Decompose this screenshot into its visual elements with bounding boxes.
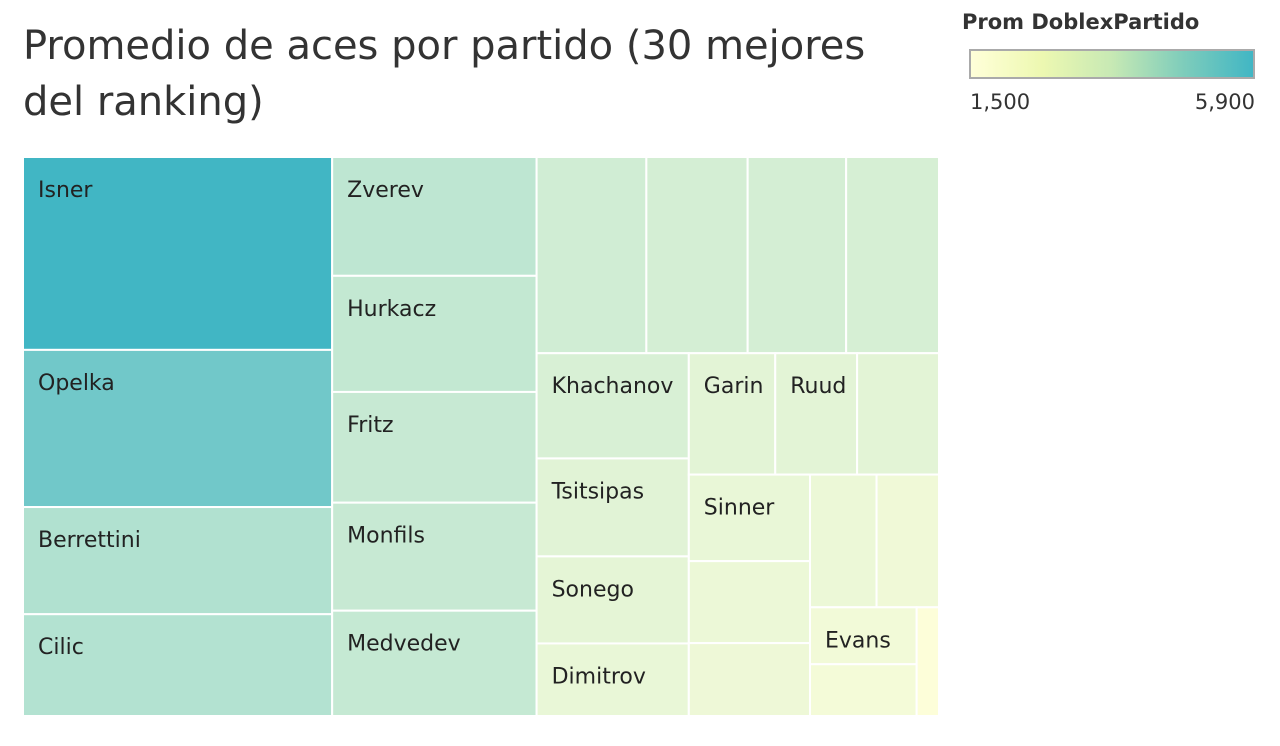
- treemap-cell-fritz[interactable]: Fritz: [331, 390, 538, 504]
- treemap-cell-jugador-22[interactable]: [687, 560, 812, 645]
- treemap-rect[interactable]: [331, 501, 538, 612]
- treemap-label: Tsitsipas: [551, 479, 644, 504]
- treemap-rect[interactable]: [687, 642, 812, 717]
- treemap-cell-isner[interactable]: Isner: [22, 156, 334, 351]
- treemap-cell-zverev[interactable]: Zverev: [331, 156, 538, 277]
- treemap-rect[interactable]: [856, 352, 941, 476]
- legend-max-label: 5,900: [1194, 90, 1255, 114]
- treemap-cell-berrettini[interactable]: Berrettini: [22, 506, 334, 616]
- treemap-cell-jugador-20[interactable]: [856, 352, 941, 476]
- treemap-cell-jugador-10[interactable]: [535, 156, 648, 355]
- treemap-cell-ruud[interactable]: Ruud: [774, 352, 859, 476]
- treemap-cell-monfils[interactable]: Monfils: [331, 501, 538, 612]
- treemap-rect[interactable]: [22, 613, 334, 718]
- legend-min-label: 1,500: [970, 90, 1031, 114]
- treemap-rect[interactable]: [22, 156, 334, 351]
- legend-title: Prom DoblexPartido: [962, 10, 1200, 34]
- treemap-cell-jugador-25[interactable]: [875, 473, 940, 609]
- treemap-label: Khachanov: [552, 374, 674, 399]
- treemap-rect[interactable]: [22, 348, 334, 509]
- treemap-cell-jugador-27[interactable]: [809, 663, 918, 718]
- treemap-rect[interactable]: [687, 352, 777, 476]
- treemap-label: Isner: [38, 178, 93, 203]
- treemap-label: Ruud: [790, 374, 846, 399]
- treemap-label: Opelka: [38, 371, 115, 396]
- treemap-label: Sonego: [552, 577, 634, 602]
- treemap-rect[interactable]: [875, 473, 940, 609]
- treemap-cell-sinner[interactable]: Sinner: [687, 473, 812, 563]
- treemap-cell-dimitrov[interactable]: Dimitrov: [535, 642, 690, 717]
- chart-title: Promedio de aces por partido (30 mejores…: [23, 23, 866, 125]
- treemap-label: Hurkacz: [347, 297, 436, 322]
- treemap-label: Garin: [704, 374, 764, 399]
- treemap-cell-jugador-23[interactable]: [687, 642, 812, 717]
- legend-gradient-bar: [969, 49, 1255, 79]
- treemap-rect[interactable]: [774, 352, 859, 476]
- treemap-label: Evans: [825, 628, 891, 653]
- treemap-cell-tsitsipas[interactable]: Tsitsipas: [535, 457, 690, 558]
- treemap-rect[interactable]: [331, 156, 538, 277]
- treemap-rect[interactable]: [746, 156, 848, 355]
- treemap-cell-jugador-24[interactable]: [809, 473, 878, 609]
- treemap-label: Zverev: [347, 178, 424, 203]
- treemap-cell-evans[interactable]: Evans: [809, 606, 918, 666]
- treemap-rect[interactable]: [535, 156, 648, 355]
- treemap-label: Sinner: [704, 496, 775, 521]
- treemap-label: Berrettini: [38, 528, 141, 553]
- treemap-label: Dimitrov: [552, 664, 646, 689]
- treemap-label: Medvedev: [347, 632, 461, 657]
- treemap-cell-cilic[interactable]: Cilic: [22, 613, 334, 718]
- color-legend: Prom DoblexPartido 1,500 5,900: [962, 10, 1262, 120]
- treemap-cell-jugador-28[interactable]: [915, 606, 941, 718]
- treemap-label: Fritz: [347, 413, 393, 438]
- treemap-rect[interactable]: [687, 473, 812, 563]
- treemap-cell-garin[interactable]: Garin: [687, 352, 777, 476]
- treemap-label: Monfils: [347, 524, 425, 549]
- treemap-rect[interactable]: [22, 506, 334, 616]
- treemap-cell-jugador-12[interactable]: [746, 156, 848, 355]
- treemap-rect[interactable]: [809, 663, 918, 718]
- treemap-cell-hurkacz[interactable]: Hurkacz: [331, 274, 538, 393]
- treemap-label: Cilic: [38, 635, 84, 660]
- treemap-rect[interactable]: [535, 457, 690, 558]
- treemap-cell-sonego[interactable]: Sonego: [535, 555, 690, 645]
- treemap-rect[interactable]: [331, 274, 538, 393]
- treemap-rect[interactable]: [535, 352, 690, 460]
- treemap-cell-opelka[interactable]: Opelka: [22, 348, 334, 509]
- treemap-rect[interactable]: [687, 560, 812, 645]
- treemap-rect[interactable]: [845, 156, 941, 355]
- treemap-cell-jugador-11[interactable]: [645, 156, 749, 355]
- treemap-cell-medvedev[interactable]: Medvedev: [331, 609, 538, 717]
- treemap-rect[interactable]: [645, 156, 749, 355]
- treemap-rect[interactable]: [331, 390, 538, 504]
- treemap-rect[interactable]: [915, 606, 941, 718]
- treemap-cell-jugador-13[interactable]: [845, 156, 941, 355]
- treemap-cell-khachanov[interactable]: Khachanov: [535, 352, 690, 460]
- treemap-rect[interactable]: [331, 609, 538, 717]
- treemap-rect[interactable]: [809, 473, 878, 609]
